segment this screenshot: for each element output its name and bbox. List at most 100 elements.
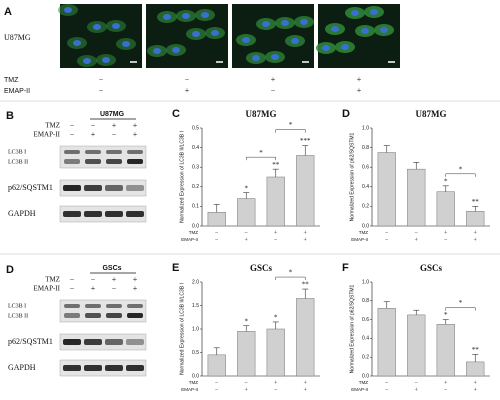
error-bar xyxy=(442,185,449,192)
row-name: EMAP-II xyxy=(351,387,368,392)
nucleus xyxy=(300,19,308,25)
y-tick-label: 0.3 xyxy=(192,165,199,171)
nucleus xyxy=(73,40,81,46)
sign: + xyxy=(357,75,362,84)
sign: + xyxy=(133,284,138,293)
sign: + xyxy=(444,380,448,386)
error-bar xyxy=(413,309,420,315)
band xyxy=(127,150,143,154)
sign: + xyxy=(304,237,308,243)
cell-line: U87MG xyxy=(4,33,31,42)
bar xyxy=(466,211,485,227)
row-name: EMAP-II xyxy=(351,237,368,242)
chart-title: U87MG xyxy=(416,109,447,119)
panel-letter: D xyxy=(6,264,14,276)
nucleus xyxy=(322,45,330,51)
error-bar xyxy=(213,204,220,213)
band xyxy=(63,211,81,217)
band xyxy=(84,211,102,217)
sign: − xyxy=(385,380,389,386)
error-bar xyxy=(213,347,220,355)
sign: + xyxy=(415,387,419,393)
error-bar xyxy=(243,325,250,332)
bracket xyxy=(275,276,306,281)
band xyxy=(64,159,80,164)
row-name: TMZ xyxy=(189,230,198,235)
band xyxy=(126,365,144,371)
band xyxy=(85,304,101,308)
nucleus xyxy=(341,44,349,50)
sign: − xyxy=(112,284,117,293)
sign: − xyxy=(112,130,117,139)
y-tick-label: 0.8 xyxy=(362,298,369,304)
band xyxy=(64,313,80,318)
bracket xyxy=(445,173,476,177)
panel-letter: C xyxy=(172,108,180,120)
sign: − xyxy=(274,237,278,243)
nucleus xyxy=(291,38,299,44)
band xyxy=(106,304,122,308)
bar xyxy=(296,155,315,227)
bracket-label: * xyxy=(289,269,293,277)
sign: + xyxy=(245,237,249,243)
band-label: GAPDH xyxy=(8,209,36,218)
significance: ** xyxy=(302,281,310,289)
row-name: TMZ xyxy=(45,276,60,284)
sign: + xyxy=(112,275,117,284)
bar xyxy=(237,198,256,227)
band xyxy=(64,304,80,308)
y-tick-label: 0.6 xyxy=(362,317,369,323)
y-axis-label: Normalized Expression of LC3B II/LC3B I xyxy=(179,131,185,223)
nucleus xyxy=(93,24,101,30)
significance: * xyxy=(444,177,448,185)
sign: + xyxy=(185,86,190,95)
nucleus xyxy=(361,28,369,34)
band-label: p62/SQSTM1 xyxy=(8,183,53,192)
row-name: EMAP-II xyxy=(34,285,61,293)
blot-strip xyxy=(59,299,147,323)
sign: + xyxy=(274,230,278,236)
sign: − xyxy=(385,237,389,243)
panel-letter: F xyxy=(342,262,349,274)
nucleus xyxy=(102,57,110,63)
blot-strip xyxy=(59,205,147,223)
nucleus xyxy=(252,55,260,61)
row-name: TMZ xyxy=(189,380,198,385)
bracket-label: * xyxy=(259,149,263,157)
sign: + xyxy=(474,230,478,236)
y-axis-label: Normalized Expression of LC3B II/LC3B I xyxy=(179,283,185,375)
band xyxy=(105,365,123,371)
band xyxy=(64,150,80,154)
row-name: TMZ xyxy=(359,380,368,385)
nucleus xyxy=(112,23,120,29)
bracket-label: * xyxy=(459,299,463,307)
y-axis-label: Normalized Expression of p62/SQSTM1 xyxy=(349,284,355,373)
y-tick-label: 0.2 xyxy=(192,184,199,190)
band xyxy=(106,150,122,154)
nucleus xyxy=(262,21,270,27)
sign: − xyxy=(185,75,190,84)
bar xyxy=(377,152,396,227)
cell-line: U87MG xyxy=(100,111,125,118)
y-tick-label: 0.0 xyxy=(362,223,369,229)
bar xyxy=(266,328,285,377)
nucleus xyxy=(163,14,171,20)
significance: * xyxy=(245,317,249,325)
bracket xyxy=(246,156,276,161)
y-tick-label: 1.0 xyxy=(362,125,369,131)
sign: − xyxy=(444,387,448,393)
band xyxy=(106,313,122,318)
y-axis-label: Normalized Expression of p62/SQSTM1 xyxy=(349,132,355,221)
error-bar xyxy=(243,192,250,199)
bar xyxy=(466,361,485,377)
nucleus xyxy=(281,20,289,26)
nucleus xyxy=(370,9,378,15)
y-tick-label: 0.5 xyxy=(192,350,199,356)
bar xyxy=(436,324,455,377)
band xyxy=(85,150,101,154)
error-bar xyxy=(472,206,479,212)
y-tick-label: 0.2 xyxy=(362,204,369,210)
row-name: TMZ xyxy=(359,230,368,235)
band xyxy=(63,339,81,345)
sign: − xyxy=(245,230,249,236)
